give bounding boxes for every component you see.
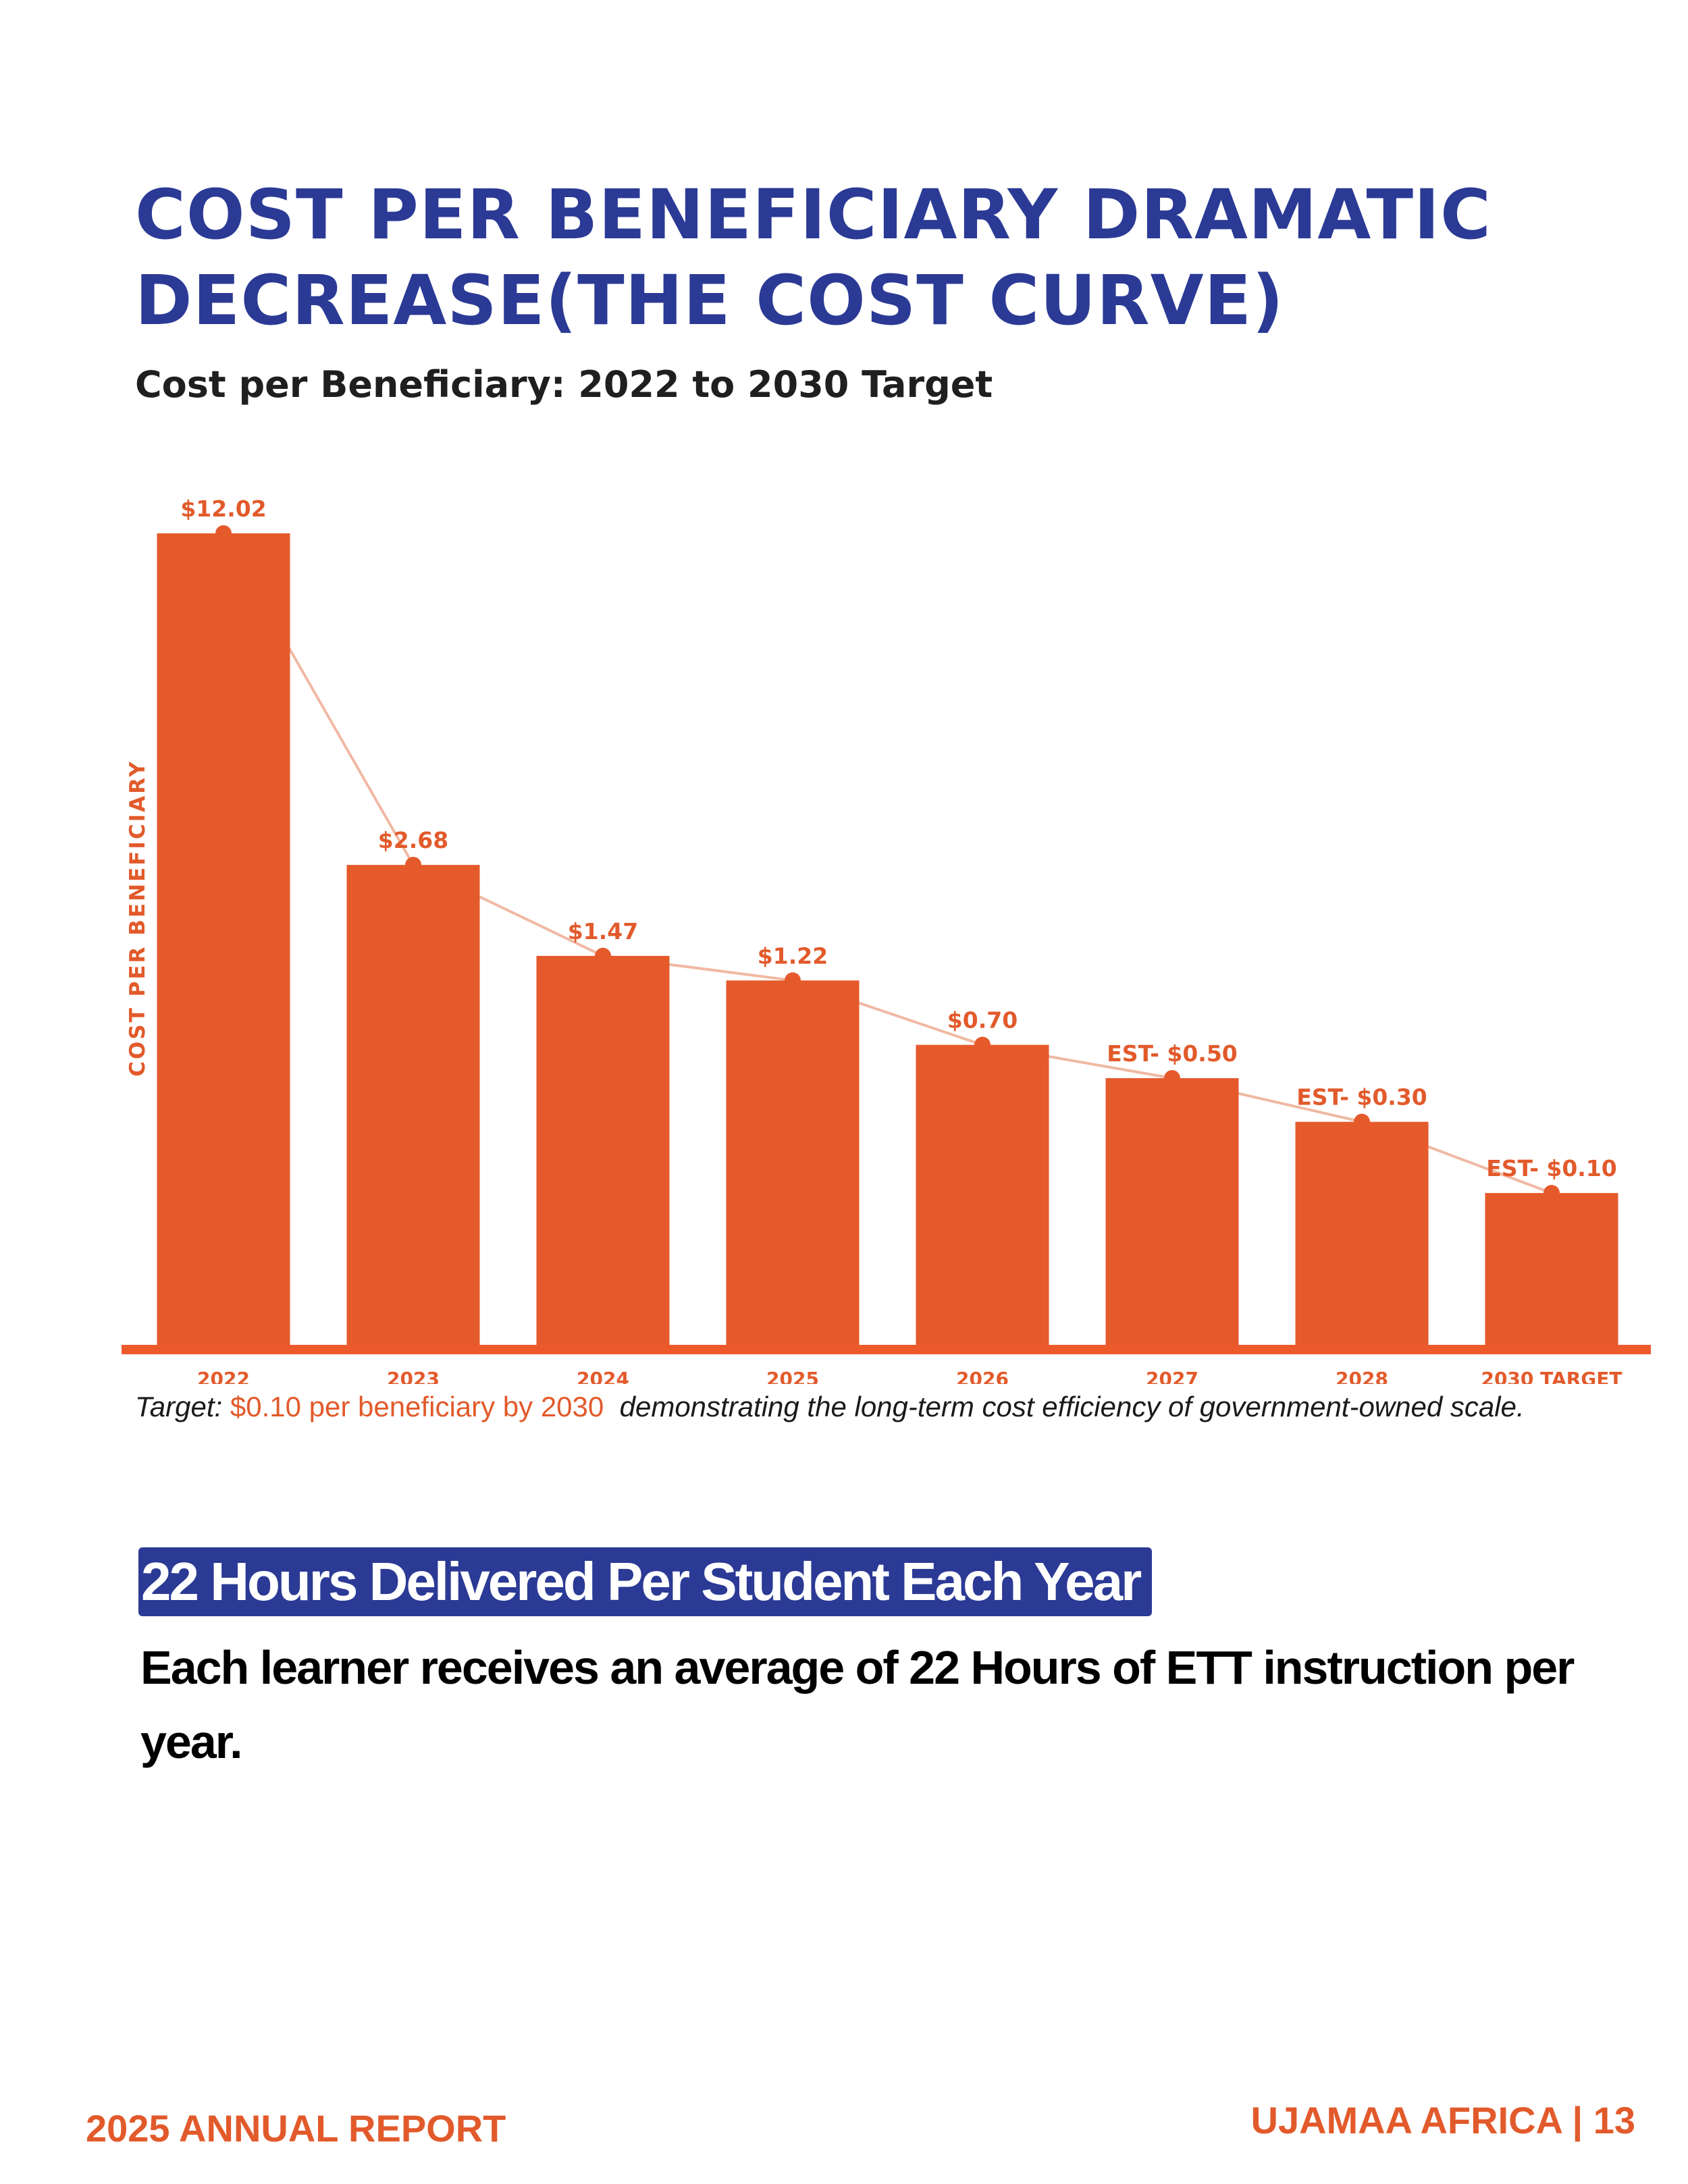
bar-2030-target	[1485, 1193, 1618, 1345]
value-label: EST- $0.50	[1107, 1040, 1238, 1067]
target-note-highlight: $0.10 per beneficiary by 2030	[230, 1391, 604, 1422]
page-heading: COST PER BENEFICIARY DRAMATIC DECREASE(T…	[135, 172, 1587, 344]
bar-2028	[1295, 1121, 1429, 1345]
value-label: EST- $0.10	[1486, 1155, 1617, 1181]
y-axis-label: COST PER BENEFICIARY	[126, 760, 150, 1076]
x-tick-labels-group: 2022 2023 2024 2025 2026 2027 2028 2030 TARGET	[197, 1368, 1622, 1384]
value-label: $12.02	[180, 496, 266, 522]
trend-points-group	[215, 525, 1560, 1202]
trend-point	[1354, 1113, 1370, 1130]
value-label: $2.68	[378, 827, 448, 853]
trend-point	[785, 972, 801, 989]
hours-body-text: Each learner receives an average of 22 H…	[140, 1641, 1575, 1768]
x-tick-label: 2030 TARGET	[1481, 1368, 1622, 1384]
value-label: EST- $0.30	[1296, 1084, 1427, 1111]
value-label: $1.47	[568, 918, 638, 944]
target-note-prefix: Target:	[135, 1391, 223, 1422]
trend-point	[974, 1036, 991, 1053]
x-tick-label: 2027	[1146, 1368, 1198, 1384]
target-note-suffix: demonstrating the long-term cost efficie…	[619, 1391, 1525, 1422]
x-tick-label: 2026	[956, 1368, 1009, 1384]
cost-per-beneficiary-chart: COST PER BENEFICIARY $12.02 $2.68 $1.47 $1.…	[122, 496, 1651, 1384]
trend-point	[1544, 1185, 1560, 1202]
trend-point	[215, 525, 232, 541]
trend-point	[405, 857, 421, 874]
trend-point	[595, 947, 611, 964]
x-tick-label: 2024	[577, 1368, 629, 1384]
trend-point	[1164, 1070, 1180, 1087]
footer-report-label: 2025 ANNUAL REPORT	[86, 2107, 506, 2150]
bar-2027	[1105, 1078, 1239, 1345]
bar-2022	[157, 533, 290, 1345]
bar-2023	[346, 865, 480, 1345]
bar-2026	[916, 1044, 1049, 1345]
page-heading-line-2: DECREASE(THE COST CURVE)	[135, 261, 1284, 341]
value-label: $1.22	[758, 942, 828, 969]
page-heading-line-1: COST PER BENEFICIARY DRAMATIC	[135, 175, 1492, 255]
chart-subtitle: Cost per Beneficiary: 2022 to 2030 Targe…	[135, 363, 993, 406]
x-tick-label: 2022	[197, 1368, 250, 1384]
x-tick-label: 2028	[1336, 1368, 1388, 1384]
target-note: Target: $0.10 per beneficiary by 2030 de…	[135, 1391, 1525, 1423]
value-labels-group: $12.02 $2.68 $1.47 $1.22 $0.70 EST- $0.50 EST-…	[180, 496, 1616, 1181]
bars-group	[157, 533, 1618, 1345]
x-axis-line	[122, 1345, 1651, 1354]
value-label: $0.70	[947, 1007, 1018, 1034]
x-tick-label: 2023	[387, 1368, 440, 1384]
footer-org-page: UJAMAA AFRICA | 13	[1250, 2099, 1636, 2141]
hours-highlight-heading: 22 Hours Delivered Per Student Each Year	[138, 1547, 1153, 1616]
bar-2025	[726, 980, 860, 1345]
x-tick-label: 2025	[766, 1368, 819, 1384]
bar-2024	[536, 955, 670, 1345]
